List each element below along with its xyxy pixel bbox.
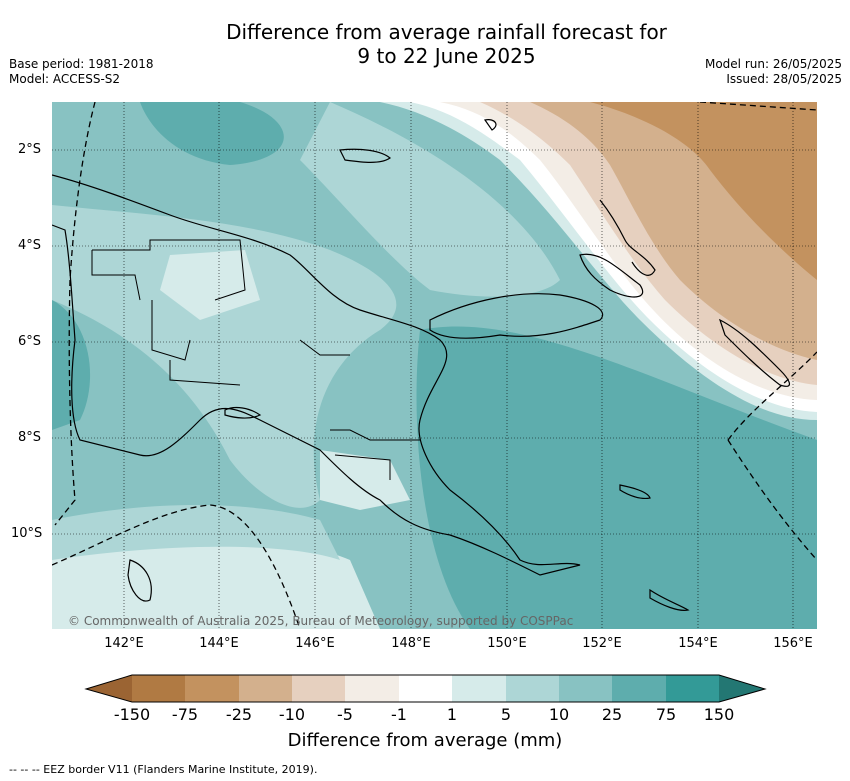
colorbar-tick-label: 25	[601, 705, 623, 724]
base-period: Base period: 1981-2018	[9, 57, 154, 71]
lon-label: 148°E	[391, 636, 431, 651]
eez-border	[52, 102, 817, 629]
lon-label: 154°E	[678, 636, 718, 651]
colorbar-swatch	[399, 675, 452, 702]
map-title: Difference from average rainfall forecas…	[0, 20, 850, 68]
colorbar-swatch	[292, 675, 345, 702]
title-line-1: Difference from average rainfall forecas…	[226, 20, 667, 44]
province-borders	[91, 239, 420, 480]
lat-label: 2°S	[18, 142, 42, 157]
meta-right: Model run: 26/05/2025 Issued: 28/05/2025	[705, 57, 842, 87]
lon-label: 146°E	[295, 636, 335, 651]
lat-label: 6°S	[18, 334, 42, 349]
colorbar-tick-label: 10	[548, 705, 570, 724]
colorbar-tick-label: 75	[655, 705, 677, 724]
colorbar-tick-label: 150	[703, 705, 735, 724]
lat-label: 4°S	[18, 238, 42, 253]
colorbar-tick-label: -75	[171, 705, 199, 724]
graticule	[52, 102, 817, 629]
colorbar-swatch	[559, 675, 612, 702]
colorbar-title: Difference from average (mm)	[287, 730, 563, 751]
colorbar	[84, 674, 767, 703]
colorbar-swatch	[185, 675, 239, 702]
colorbar-swatch	[239, 675, 292, 702]
lon-label: 150°E	[487, 636, 527, 651]
issued-date: Issued: 28/05/2025	[726, 72, 842, 86]
colorbar-swatch	[612, 675, 666, 702]
colorbar-tick-label: 1	[446, 705, 458, 724]
colorbar-swatch	[452, 675, 506, 702]
eez-footnote: -- -- -- EEZ border V11 (Flanders Marine…	[9, 763, 318, 776]
colorbar-tick-label: -10	[278, 705, 306, 724]
colorbar-tick-label: -150	[113, 705, 151, 724]
lon-label: 142°E	[104, 636, 144, 651]
lon-label: 156°E	[773, 636, 813, 651]
copyright-notice: © Commonwealth of Australia 2025, Bureau…	[68, 614, 574, 628]
colorbar-tick-label: 5	[500, 705, 512, 724]
colorbar-swatch	[506, 675, 559, 702]
rainfall-anomaly-shading	[52, 102, 817, 629]
colorbar-tick-label: -1	[391, 705, 407, 724]
lon-label: 144°E	[199, 636, 239, 651]
title-line-2: 9 to 22 June 2025	[357, 44, 536, 68]
colorbar-swatch	[666, 675, 719, 702]
colorbar-swatch	[719, 675, 765, 702]
lat-label: 10°S	[11, 526, 43, 541]
model-run: Model run: 26/05/2025	[704, 57, 842, 71]
colorbar-tick-label: -5	[337, 705, 353, 724]
lon-label: 152°E	[582, 636, 622, 651]
model-name: Model: ACCESS-S2	[9, 72, 121, 86]
colorbar-swatch	[132, 675, 185, 702]
colorbar-tick-label: -25	[225, 705, 253, 724]
coastlines	[52, 119, 790, 611]
lat-label: 8°S	[18, 430, 42, 445]
meta-left: Base period: 1981-2018 Model: ACCESS-S2	[9, 57, 154, 87]
colorbar-swatch	[345, 675, 399, 702]
colorbar-swatch	[86, 675, 132, 702]
